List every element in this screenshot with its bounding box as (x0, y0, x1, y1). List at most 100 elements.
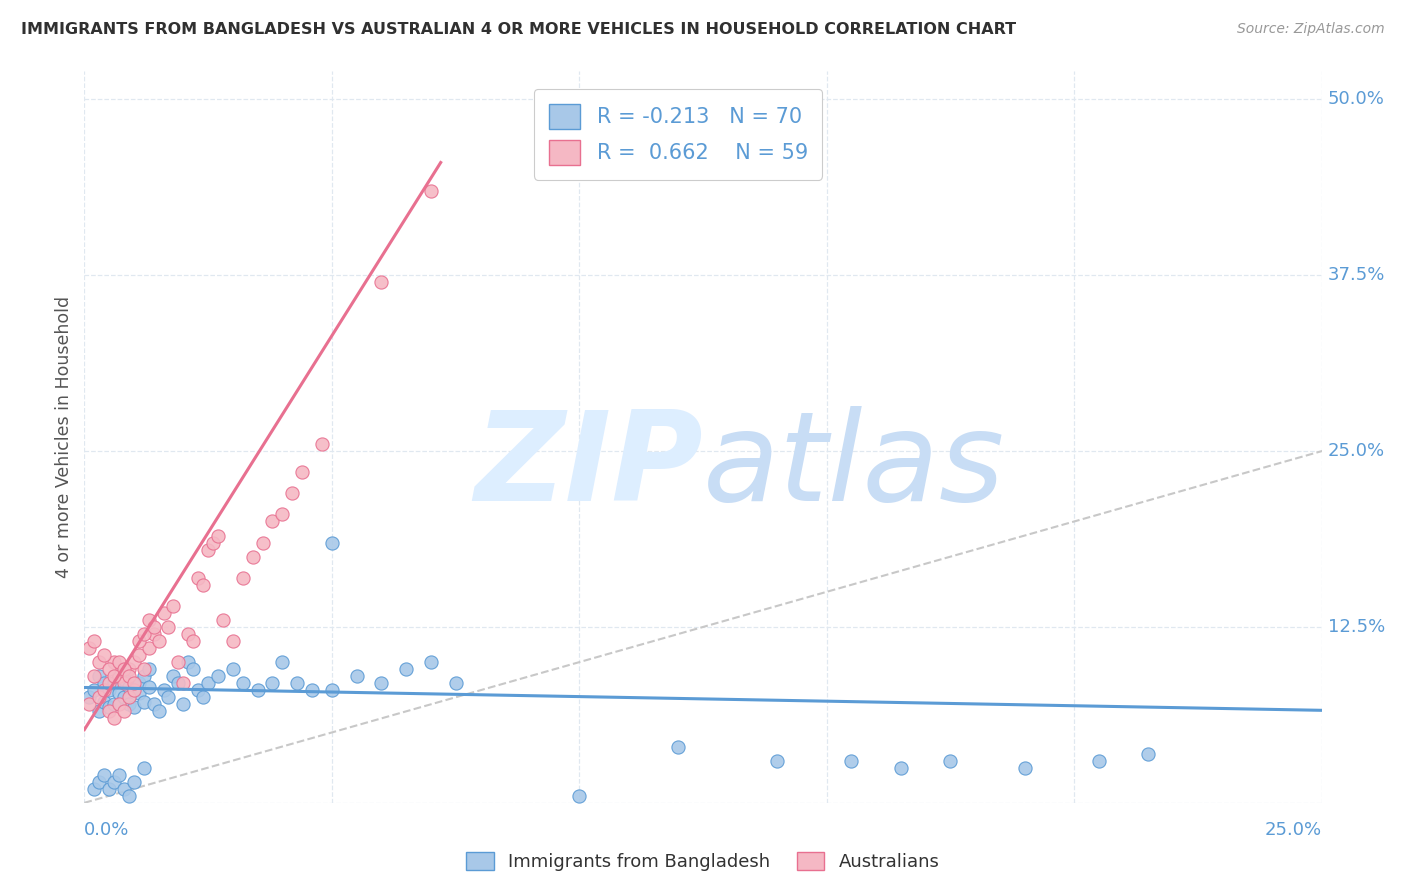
Point (138, 613, 160, 627)
Point (311, 437, 333, 451)
Point (128, 648, 150, 662)
Point (98, 676, 121, 690)
Point (321, 535, 343, 549)
Point (118, 669, 141, 683)
Point (271, 655, 294, 669)
Point (285, 676, 308, 690)
Point (246, 683, 269, 698)
Point (207, 528, 229, 542)
Point (167, 676, 190, 690)
Point (152, 606, 174, 620)
Point (395, 662, 418, 676)
Point (122, 655, 145, 669)
Text: 50.0%: 50.0% (1327, 90, 1385, 109)
Point (98, 683, 121, 698)
Point (108, 686, 131, 700)
Point (108, 655, 131, 669)
Point (142, 627, 165, 641)
Point (172, 698, 194, 712)
Point (281, 486, 304, 500)
Point (128, 634, 150, 648)
Point (83, 634, 105, 648)
Text: atlas: atlas (703, 406, 1005, 527)
Point (142, 620, 165, 634)
Point (181, 662, 204, 676)
Point (890, 761, 912, 775)
Point (138, 681, 160, 695)
Point (766, 754, 789, 768)
Point (172, 676, 194, 690)
Point (132, 669, 155, 683)
Point (187, 683, 209, 698)
Point (242, 549, 264, 564)
Point (103, 711, 125, 725)
Point (212, 613, 235, 627)
Point (128, 686, 150, 700)
Point (181, 634, 204, 648)
Point (232, 571, 254, 585)
Point (197, 676, 219, 690)
Y-axis label: 4 or more Vehicles in Household: 4 or more Vehicles in Household (55, 296, 73, 578)
Point (122, 683, 145, 698)
Point (93, 676, 115, 690)
Point (89, 669, 111, 683)
Point (112, 781, 135, 796)
Point (271, 508, 294, 522)
Point (370, 676, 392, 690)
Point (79, 641, 101, 656)
Point (89, 655, 111, 669)
Point (222, 634, 245, 648)
Point (122, 774, 145, 789)
Point (98, 662, 121, 676)
Legend: R = -0.213   N = 70, R =  0.662    N = 59: R = -0.213 N = 70, R = 0.662 N = 59 (534, 89, 823, 179)
Point (128, 676, 150, 690)
Point (108, 669, 131, 683)
Point (177, 655, 200, 669)
Point (191, 690, 214, 705)
Point (103, 669, 125, 683)
Point (118, 681, 141, 695)
Point (262, 676, 284, 690)
Point (132, 694, 155, 708)
Text: 37.5%: 37.5% (1327, 267, 1385, 285)
Point (93, 694, 115, 708)
Point (162, 669, 184, 683)
Point (132, 761, 155, 775)
Point (83, 683, 105, 698)
Point (118, 698, 141, 712)
Point (232, 676, 254, 690)
Point (112, 705, 135, 719)
Point (444, 676, 467, 690)
Point (167, 655, 190, 669)
Point (89, 705, 111, 719)
Point (148, 634, 170, 648)
Point (419, 655, 441, 669)
Point (112, 676, 135, 690)
Text: IMMIGRANTS FROM BANGLADESH VS AUSTRALIAN 4 OR MORE VEHICLES IN HOUSEHOLD CORRELA: IMMIGRANTS FROM BANGLADESH VS AUSTRALIAN… (21, 22, 1017, 37)
Point (262, 515, 284, 529)
Point (301, 683, 323, 698)
Point (118, 789, 141, 803)
Point (157, 620, 180, 634)
Point (103, 655, 125, 669)
Text: 0.0%: 0.0% (84, 821, 129, 839)
Point (841, 754, 863, 768)
Point (177, 627, 200, 641)
Legend: Immigrants from Bangladesh, Australians: Immigrants from Bangladesh, Australians (460, 845, 946, 879)
Point (939, 754, 962, 768)
Point (118, 690, 141, 705)
Point (666, 739, 689, 754)
Point (157, 690, 180, 705)
Point (103, 676, 125, 690)
Point (419, 184, 441, 198)
Point (118, 662, 141, 676)
Point (148, 705, 170, 719)
Point (93, 683, 115, 698)
Point (132, 627, 155, 641)
Text: 25.0%: 25.0% (1264, 821, 1322, 839)
Point (162, 599, 184, 613)
Point (346, 669, 368, 683)
Point (108, 767, 131, 781)
Point (93, 648, 115, 662)
Point (568, 789, 591, 803)
